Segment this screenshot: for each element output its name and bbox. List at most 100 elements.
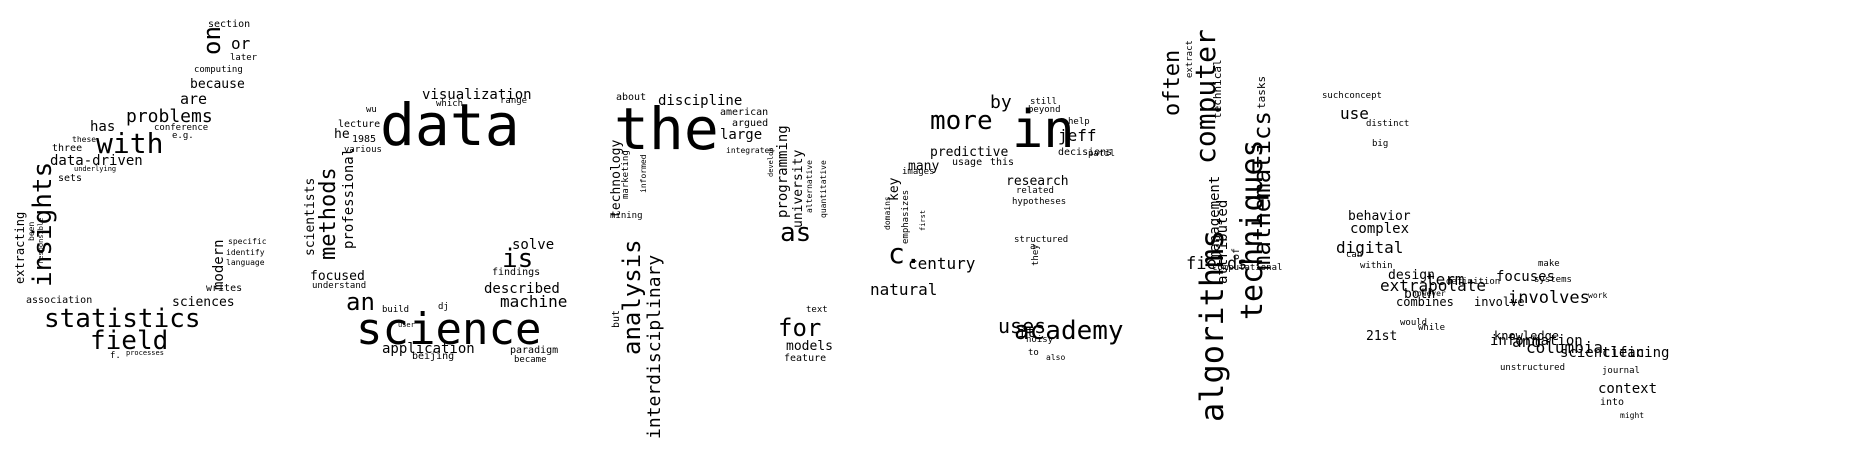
cloud-word: into [1600,397,1625,408]
cloud-word: solve [512,237,555,253]
cloud-word: 1985 [352,134,377,145]
cloud-word: still [1030,97,1058,107]
cloud-word: responsible [37,217,45,265]
cloud-word: marketing [621,149,631,199]
cloud-word: scientists [303,177,318,256]
cloud-word: methods [316,167,341,261]
cloud-word: understand [312,281,367,291]
cloud-word: help [1068,117,1090,127]
cloud-word: sciences [172,295,235,310]
cloud-word: has [90,119,116,135]
cloud-word: alternative [805,159,814,213]
cloud-word: user [398,321,415,329]
cloud-word: natural [870,280,938,299]
cloud-word: context [1598,381,1658,397]
cloud-word: because [190,77,245,92]
cloud-word: scientific [1560,345,1645,361]
cloud-word: beyond [1028,105,1061,115]
cloud-word: by [990,92,1012,113]
cloud-word: interdisciplinary [644,254,665,439]
cloud-word: images [902,167,935,177]
cloud-word: section [208,19,251,30]
cloud-word: involves [1508,288,1590,308]
cloud-word: research [1006,174,1069,189]
cloud-word: paradigm [510,345,559,356]
cloud-word: knowledge [1494,329,1560,343]
cloud-word: sets [58,173,83,184]
cloud-word: century [908,254,976,273]
cloud-word: combines [1396,295,1454,309]
cloud-word: are [180,90,208,108]
cloud-word: argued [732,118,769,129]
cloud-word: informed [639,154,648,194]
cloud-word: been [27,221,36,242]
cloud-word: jeff [1058,126,1097,145]
cloud-word: related [1016,186,1054,196]
cloud-word: 21st [1366,329,1398,344]
cloud-word: later [230,53,258,63]
cloud-word: and [1512,332,1541,351]
cloud-word: techniques [1235,139,1270,320]
cloud-word: journal [1602,366,1640,376]
cloud-word: quantitative [819,159,828,218]
cloud-word: uses [998,314,1047,338]
cloud-word: dj [438,302,449,312]
cloud-word: patil [1088,149,1116,159]
cloud-word: on [198,25,226,55]
cloud-word: e.g. [172,131,194,141]
cloud-word: cleaning [1602,345,1670,361]
cloud-word: emphasizes [901,189,911,244]
cloud-word: he [334,127,350,142]
cloud-word: computational [1212,263,1283,273]
cloud-word: analysis [618,239,646,356]
cloud-word: mining [610,211,643,221]
cloud-word: build [382,305,410,315]
cloud-word: beijing [412,351,455,362]
cloud-word: is [502,244,534,274]
cloud-word: with [96,127,164,160]
cloud-word: large [720,127,763,143]
cloud-word: information [1490,333,1583,349]
cloud-word: f. [110,351,121,361]
cloud-word: data [380,91,520,159]
cloud-word: field [90,326,169,356]
cloud-word: for [778,314,822,342]
cloud-word: first [919,209,927,231]
cloud-word: range [500,96,528,106]
cloud-word: however [1412,289,1446,298]
cloud-word: problems [126,106,213,127]
cloud-word: while [1418,323,1446,333]
cloud-word: various [344,145,382,155]
cloud-word: term [1426,270,1465,289]
cloud-word: lecture [338,119,381,130]
cloud-word: programming [775,125,791,219]
cloud-word: about [616,92,647,103]
cloud-word: fields [1186,254,1248,274]
cloud-word: university [791,149,806,228]
cloud-word: this [990,157,1015,168]
cloud-word: or [231,34,251,53]
cloud-word: digital [1336,238,1404,257]
cloud-word: definition [1446,277,1501,287]
cloud-word: models [786,339,833,354]
cloud-word: might [1620,411,1645,420]
cloud-word: within [1360,261,1393,271]
cloud-word: a [1030,242,1036,252]
cloud-word: language [226,258,265,267]
cloud-word: technical [1211,59,1224,120]
cloud-word: noisy [1026,335,1054,345]
cloud-word: also [1046,353,1066,362]
cloud-word: often [1160,49,1185,116]
cloud-word: writes [206,283,243,294]
cloud-word: make [1538,259,1560,269]
cloud-word: conference [154,123,209,133]
cloud-word: professional [341,147,357,249]
cloud-word: would [1400,318,1428,328]
cloud-word: it [1018,325,1035,341]
cloud-word: unstructured [1500,363,1566,373]
cloud-word: usage [952,157,983,168]
cloud-word: the [614,95,719,163]
cloud-word: many [908,159,940,174]
cloud-word: such [1322,91,1344,101]
